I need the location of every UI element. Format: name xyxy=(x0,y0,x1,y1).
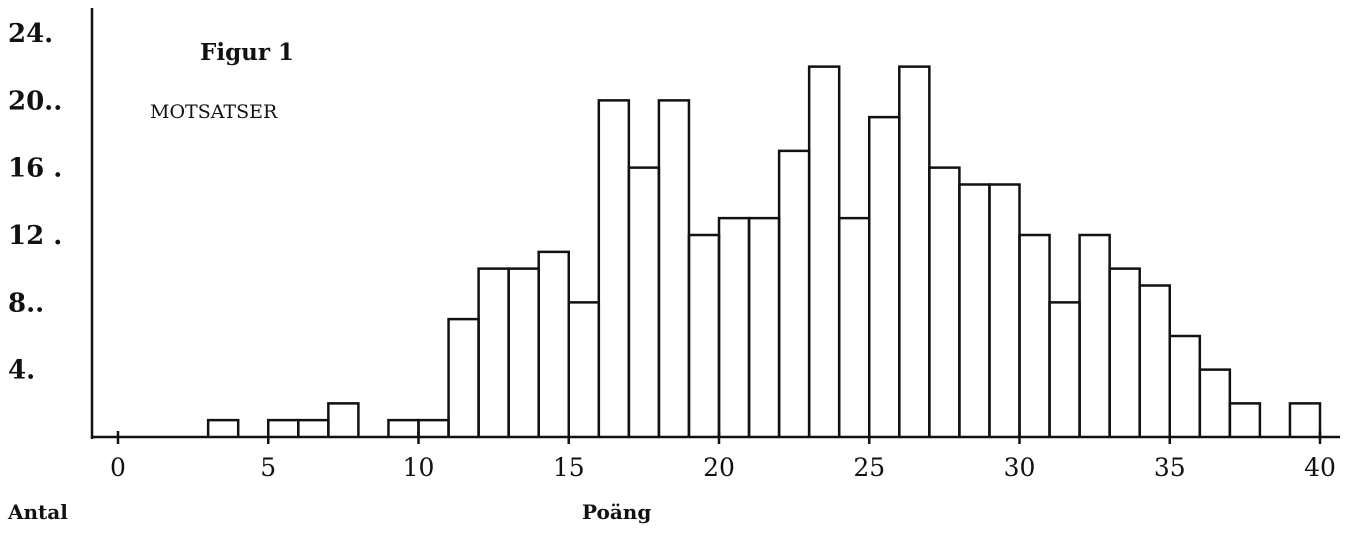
histogram-bar xyxy=(868,115,901,437)
histogram-bar xyxy=(657,99,691,437)
histogram-bar xyxy=(206,418,240,437)
histogram-bar xyxy=(567,301,601,437)
y-tick-label: 4. xyxy=(8,356,35,386)
histogram-bar xyxy=(327,402,360,437)
x-tick-label: 5 xyxy=(260,453,276,482)
histogram-bar xyxy=(1228,402,1262,437)
x-tick-label: 20 xyxy=(703,453,735,482)
histogram-bar xyxy=(898,65,931,437)
histogram-bar xyxy=(1198,368,1232,437)
histogram-bar xyxy=(747,216,781,437)
histogram-bar xyxy=(837,216,871,437)
y-axis-label: Antal xyxy=(7,500,68,524)
histogram-bar xyxy=(807,65,841,437)
histogram-bar xyxy=(627,166,661,437)
x-tick-label: 0 xyxy=(110,453,126,482)
y-tick-label: 20.. xyxy=(8,86,62,116)
histogram-bar xyxy=(777,149,811,437)
histogram-bar xyxy=(1018,233,1051,437)
histogram-bar xyxy=(387,418,420,437)
histogram-bar xyxy=(1138,284,1171,437)
x-tick-label: 40 xyxy=(1304,453,1336,482)
chart-subtitle: MOTSATSER xyxy=(150,101,278,123)
histogram-bar xyxy=(417,418,450,437)
x-tick-label: 30 xyxy=(1004,453,1036,482)
histogram-bar xyxy=(1078,233,1111,437)
histogram-bar xyxy=(537,250,570,437)
histogram-bar xyxy=(267,418,300,437)
histogram-bars xyxy=(206,65,1322,437)
histogram-bar xyxy=(1048,301,1081,437)
x-tick-label: 25 xyxy=(853,453,885,482)
histogram-bar xyxy=(928,166,961,437)
x-tick-labels: 0 5 10 15 20 25 30 35 40 xyxy=(110,453,1336,482)
chart-axes xyxy=(90,8,1340,444)
y-tick-label: 24. xyxy=(8,19,53,49)
x-tick-label: 35 xyxy=(1154,453,1186,482)
histogram-bar xyxy=(477,267,510,437)
histogram-bar xyxy=(717,216,751,437)
y-tick-label: 8.. xyxy=(8,288,44,318)
histogram-bar xyxy=(597,99,631,437)
histogram-bar xyxy=(447,317,480,437)
y-tick-labels: 4. 8.. 12 . 16 . 20.. 24. xyxy=(8,19,62,386)
x-tick-label: 10 xyxy=(403,453,435,482)
x-tick-label: 15 xyxy=(553,453,585,482)
y-tick-label: 12 . xyxy=(8,221,62,251)
histogram-bar xyxy=(297,418,330,437)
histogram-bar xyxy=(1288,402,1322,437)
histogram-bar xyxy=(958,183,991,437)
histogram-bar xyxy=(1108,267,1141,437)
histogram-bar xyxy=(988,183,1021,437)
x-axis-label: Poäng xyxy=(582,500,651,524)
y-tick-label: 16 . xyxy=(8,154,62,184)
histogram-bar xyxy=(507,267,540,437)
chart-title: Figur 1 xyxy=(200,39,294,66)
histogram-bar xyxy=(1168,334,1202,437)
histogram-bar xyxy=(687,233,721,437)
